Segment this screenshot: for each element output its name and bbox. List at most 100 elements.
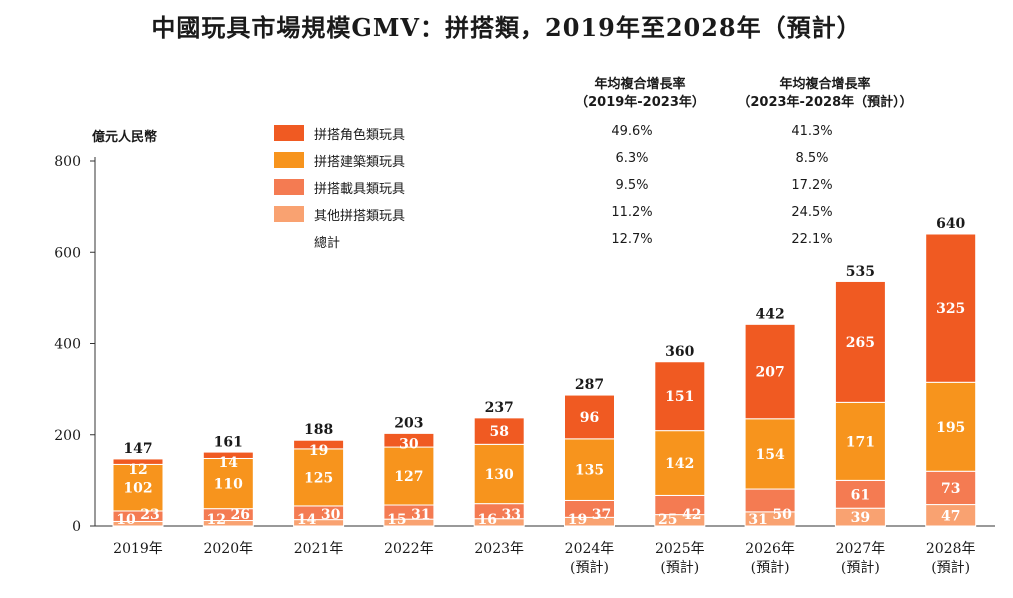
total-label: 147: [123, 441, 152, 457]
x-tick-sublabel: (預計): [570, 560, 609, 576]
data-label: 25: [658, 512, 677, 528]
y-tick-label: 200: [54, 428, 81, 444]
data-label: 19: [309, 443, 328, 459]
legend-swatch: [274, 125, 304, 141]
data-label: 127: [394, 469, 423, 485]
bar-segment: [925, 381, 977, 472]
cagr-hist-other: 11.2%: [611, 205, 653, 220]
legend-swatch: [274, 179, 304, 195]
bar-segment: [293, 448, 345, 507]
legend-item-building: 拼搭建築類玩具: [274, 151, 406, 170]
data-label: 14: [297, 512, 317, 528]
bar-segment: [834, 280, 886, 403]
data-label: 30: [321, 507, 341, 523]
cagr-header-historical-line2: （2019年-2023年）: [575, 95, 705, 110]
data-label: 96: [580, 410, 599, 426]
data-label: 151: [665, 389, 694, 405]
total-label: 442: [755, 306, 784, 322]
total-label: 287: [575, 377, 604, 393]
cagr-fore-total: 22.1%: [791, 232, 833, 247]
legend-label: 拼搭建築類玩具: [314, 154, 406, 170]
bar-segment: [834, 401, 886, 481]
x-tick-label: 2021年: [294, 541, 344, 557]
bar-segment: [473, 417, 525, 445]
bar-segment: [383, 446, 435, 506]
total-label: 360: [665, 344, 694, 360]
y-tick-label: 0: [72, 519, 81, 535]
bar-segment: [834, 479, 886, 509]
x-tick-label: 2023年: [474, 541, 524, 557]
y-tick-label: 400: [54, 337, 81, 353]
bar-segment: [564, 394, 615, 440]
bar-segment: [744, 418, 796, 490]
cagr-header-forecast-line2: （2023年-2028年（預計））: [737, 95, 913, 110]
data-label: 73: [941, 481, 960, 497]
cagr-header-historical-line1: 年均複合增長率: [594, 77, 686, 92]
x-tick-sublabel: (預計): [931, 560, 970, 576]
legend-item-character: 拼搭角色類玩具: [274, 124, 406, 143]
x-tick-sublabel: (預計): [841, 560, 880, 576]
bar-segment: [473, 443, 525, 505]
data-label: 142: [665, 456, 694, 472]
data-label: 23: [140, 507, 159, 523]
data-label: 31: [411, 507, 430, 523]
data-label: 102: [123, 481, 152, 497]
bar-segment: [925, 233, 977, 383]
data-label: 125: [304, 470, 333, 486]
bar-segment: [925, 470, 977, 506]
data-label: 130: [485, 467, 514, 483]
data-label: 37: [592, 507, 611, 523]
data-label: 195: [936, 420, 965, 436]
data-label: 265: [846, 335, 875, 351]
data-label: 16: [477, 512, 496, 528]
cagr-fore-vehicle: 17.2%: [791, 178, 833, 193]
cagr-header-forecast: 年均複合增長率 （2023年-2028年（預計））: [705, 76, 945, 112]
data-label: 171: [846, 434, 875, 450]
legend-swatch: [274, 152, 304, 168]
x-tick-label: 2027年: [836, 541, 886, 557]
data-label: 15: [387, 512, 406, 528]
legend-label: 總計: [314, 235, 341, 251]
cagr-header-historical: 年均複合增長率 （2019年-2023年）: [560, 76, 720, 112]
data-label: 30: [399, 436, 419, 452]
cagr-hist-character: 49.6%: [611, 124, 653, 139]
y-axis-unit-label: 億元人民幣: [92, 130, 158, 145]
total-label: 188: [304, 422, 333, 438]
x-tick-label: 2028年: [926, 541, 976, 557]
total-label: 203: [394, 415, 423, 431]
data-label: 33: [501, 507, 520, 523]
x-tick-label: 2024年: [565, 541, 615, 557]
data-label: 154: [755, 447, 784, 463]
data-label: 135: [575, 463, 604, 479]
legend-item-other: 其他拼搭類玩具: [274, 205, 406, 224]
cagr-hist-vehicle: 9.5%: [615, 178, 649, 193]
legend-label: 其他拼搭類玩具: [314, 208, 406, 224]
total-label: 237: [485, 400, 514, 416]
bar-segment: [202, 457, 254, 510]
legend-item-total: 總計: [274, 232, 341, 251]
bar-segment: [112, 458, 164, 465]
cagr-hist-building: 6.3%: [615, 151, 649, 166]
chart-title: 中國玩具市場規模GMV：拼搭類，2019年至2028年（預計）: [151, 13, 862, 42]
data-label: 14: [219, 455, 239, 471]
legend-label: 拼搭角色類玩具: [314, 127, 406, 143]
bar-segment: [564, 438, 615, 501]
x-tick-label: 2025年: [655, 541, 705, 557]
x-tick-sublabel: (預計): [660, 560, 699, 576]
cagr-header-forecast-line1: 年均複合增長率: [779, 77, 871, 92]
legend-item-vehicle: 拼搭載具類玩具: [274, 178, 406, 197]
legend-label: 拼搭載具類玩具: [314, 181, 406, 197]
cagr-fore-building: 8.5%: [795, 151, 829, 166]
data-label: 10: [116, 512, 136, 528]
bar-segment: [293, 439, 345, 450]
data-label: 47: [941, 508, 960, 524]
x-tick-label: 2026年: [745, 541, 795, 557]
data-label: 31: [748, 512, 767, 528]
cagr-fore-other: 24.5%: [791, 205, 833, 220]
bar-segment: [744, 323, 796, 420]
bar-segment: [654, 430, 706, 496]
cagr-hist-total: 12.7%: [611, 232, 653, 247]
total-label: 640: [936, 216, 965, 232]
bar-segment: [654, 361, 706, 432]
